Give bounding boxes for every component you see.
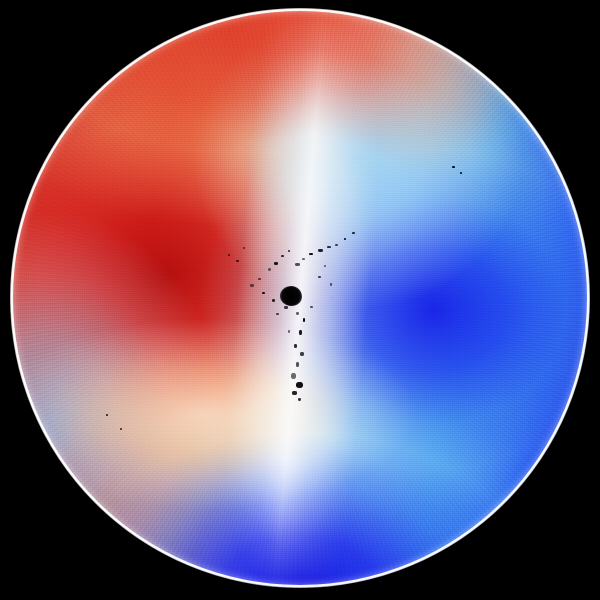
dark-speck	[120, 428, 122, 430]
dark-speck	[288, 250, 290, 252]
dark-speck	[335, 244, 338, 246]
dark-speck	[300, 352, 304, 356]
dark-speck	[281, 255, 284, 257]
dark-speck	[295, 263, 300, 266]
dark-speck	[318, 276, 321, 278]
dark-speck	[296, 362, 299, 367]
dark-speck	[460, 172, 462, 174]
dark-speck	[296, 312, 299, 315]
dark-speck	[288, 330, 290, 333]
dark-speck	[284, 306, 288, 309]
dark-speck	[276, 313, 279, 315]
dark-speck	[344, 238, 346, 240]
dark-speck	[452, 166, 455, 168]
dark-speck	[318, 249, 323, 252]
dark-speck	[228, 254, 230, 256]
dark-speck	[292, 391, 297, 395]
dark-speck	[268, 268, 271, 271]
dark-speck	[106, 414, 108, 416]
dark-speck	[236, 260, 239, 262]
dark-speck	[302, 258, 305, 260]
dark-speck	[291, 373, 296, 379]
dark-speck	[243, 247, 245, 249]
dark-speck	[294, 344, 297, 348]
dark-speck	[324, 265, 326, 267]
dark-speck	[299, 330, 302, 335]
dark-speck	[303, 318, 305, 322]
dark-speck	[310, 306, 313, 308]
dark-speck	[352, 232, 355, 234]
dark-speck	[327, 246, 331, 248]
dark-speck	[309, 253, 313, 255]
dark-speck	[298, 398, 301, 401]
dark-speck	[296, 382, 303, 388]
dark-speck	[250, 284, 254, 287]
dark-speck	[274, 262, 278, 265]
dark-speck	[330, 283, 332, 286]
central-dark-spot-icon	[280, 286, 302, 306]
dark-speck	[272, 299, 275, 302]
dark-speck	[258, 278, 261, 280]
dark-speck	[262, 292, 265, 294]
